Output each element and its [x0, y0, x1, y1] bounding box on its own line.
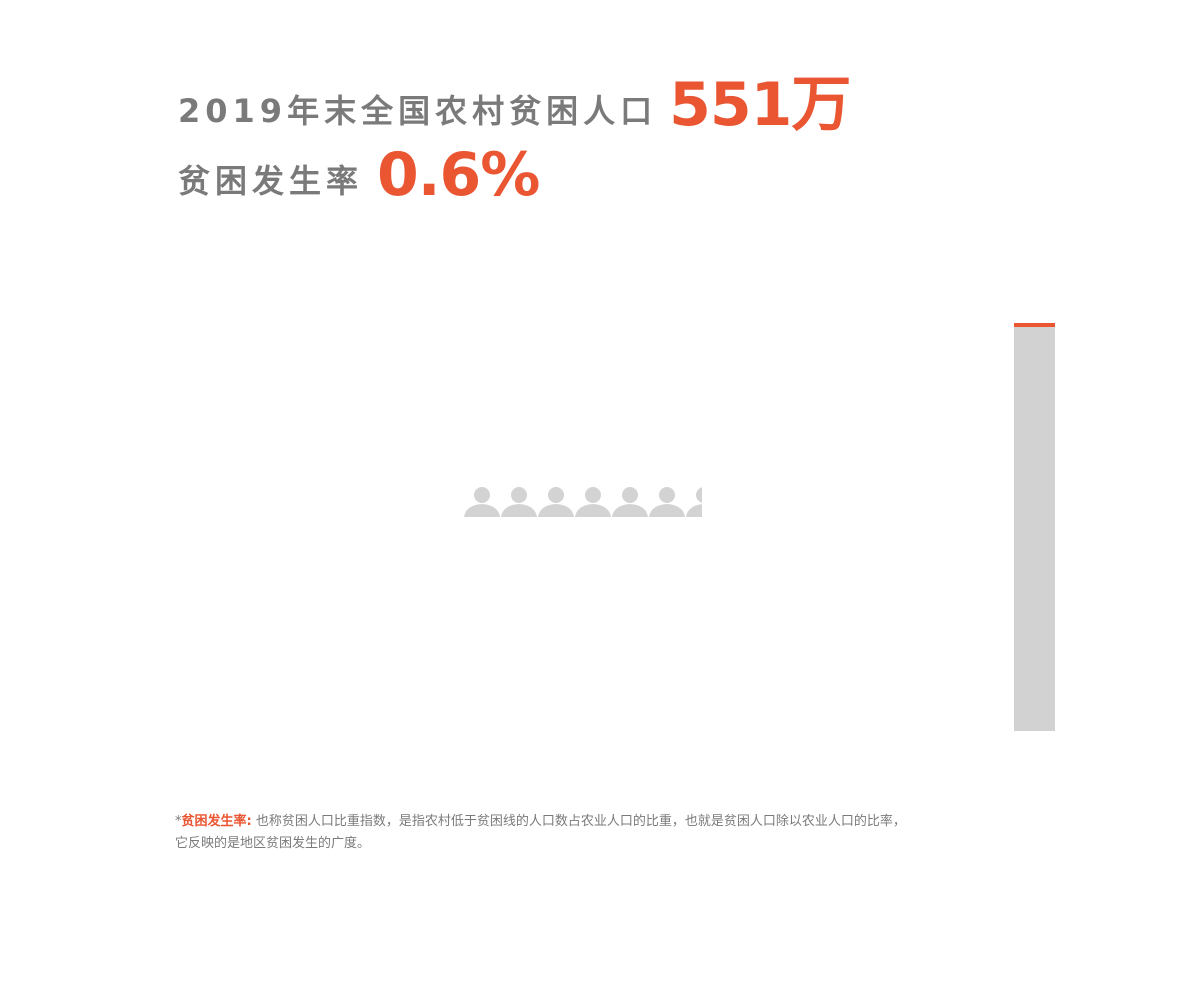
headline-1: 2019年末全国农村贫困人口 551万 [178, 70, 851, 140]
rate-bar [1014, 323, 1055, 731]
footnote-term: 贫困发生率: [181, 814, 252, 829]
headline-value: 551万 [669, 70, 851, 140]
headline-value: 0.6% [377, 140, 540, 210]
footnote-marker: * [175, 814, 182, 829]
footnote: *贫困发生率: 也称贫困人口比重指数，是指农村低于贫困线的人口数占农业人口的比重… [175, 811, 906, 855]
people-icons [464, 487, 702, 517]
footnote-line: *贫困发生率: 也称贫困人口比重指数，是指农村低于贫困线的人口数占农业人口的比重… [175, 811, 906, 833]
headline-text: 2019年末全国农村贫困人口 [178, 92, 658, 130]
rate-bar-fill [1014, 323, 1055, 327]
headline-2: 贫困发生率 0.6% [178, 140, 540, 210]
footnote-line: 它反映的是地区贫困发生的广度。 [175, 836, 371, 851]
footnote-text: 也称贫困人口比重指数，是指农村低于贫困线的人口数占农业人口的比重，也就是贫困人口… [255, 814, 906, 829]
headline-text: 贫困发生率 [178, 162, 364, 200]
